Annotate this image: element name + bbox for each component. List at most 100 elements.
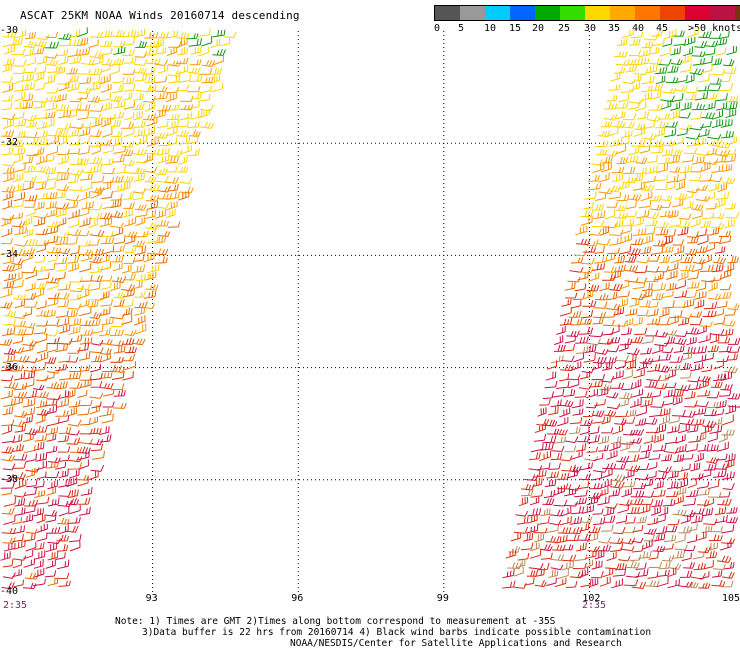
wind-barb xyxy=(2,160,16,167)
wind-barb xyxy=(679,570,693,578)
wind-barb xyxy=(516,516,529,525)
wind-barb xyxy=(669,355,684,363)
wind-barb xyxy=(591,471,603,481)
wind-barb xyxy=(134,301,148,309)
wind-barb xyxy=(145,41,159,48)
wind-barb xyxy=(660,95,675,102)
wind-barb xyxy=(534,470,547,478)
wind-barb xyxy=(621,369,633,380)
wind-barb xyxy=(667,519,680,526)
wind-barb xyxy=(68,371,82,380)
latitude-label: -38 xyxy=(0,473,19,485)
wind-barb xyxy=(122,140,135,148)
wind-barb xyxy=(689,218,701,228)
wind-barb xyxy=(547,428,560,435)
wind-barb xyxy=(35,391,50,399)
wind-barb xyxy=(566,374,581,381)
wind-barb xyxy=(629,38,641,46)
wind-barb xyxy=(0,130,15,137)
wind-barb xyxy=(651,292,664,300)
wind-barb xyxy=(648,551,659,560)
wind-barb xyxy=(518,496,529,507)
wind-barb xyxy=(507,562,522,569)
wind-barb xyxy=(100,63,111,73)
wind-barb xyxy=(44,166,57,175)
wind-barb xyxy=(606,94,618,102)
wind-barb xyxy=(560,505,572,517)
wind-barb xyxy=(1,507,15,515)
latitude-label: -30 xyxy=(0,25,19,36)
wind-barb xyxy=(631,428,645,436)
wind-barb xyxy=(11,397,23,406)
wind-barb xyxy=(619,245,632,255)
wind-barb xyxy=(604,209,615,220)
wind-barb xyxy=(0,138,14,146)
wind-barb xyxy=(723,67,737,75)
wind-barb xyxy=(615,562,627,571)
wind-barb xyxy=(78,191,91,202)
wind-barb xyxy=(58,355,71,363)
wind-barb xyxy=(727,346,740,353)
wind-barb xyxy=(593,516,606,526)
wind-barb xyxy=(718,235,732,245)
wind-barb xyxy=(122,36,136,46)
wind-barb xyxy=(712,109,724,120)
wind-barb xyxy=(672,396,683,406)
wind-barb xyxy=(549,519,562,526)
wind-barb xyxy=(12,153,23,164)
wind-barb xyxy=(691,508,705,515)
wind-barb xyxy=(23,66,37,74)
wind-barb xyxy=(707,134,722,140)
wind-barb xyxy=(24,194,38,202)
wind-barb xyxy=(69,335,83,343)
wind-barb xyxy=(699,468,712,479)
wind-barb xyxy=(649,408,663,418)
wind-barb xyxy=(619,546,635,552)
wind-barb xyxy=(580,371,591,380)
wind-barb xyxy=(45,513,57,523)
wind-barb xyxy=(35,452,48,462)
wind-barb xyxy=(643,434,656,444)
wind-barb xyxy=(569,417,583,425)
wind-barb xyxy=(654,423,667,434)
wind-barb xyxy=(552,436,567,444)
wind-barb xyxy=(132,338,146,346)
wind-barb xyxy=(707,176,723,183)
wind-barb xyxy=(35,181,47,190)
wind-barb xyxy=(122,288,135,298)
wind-barb xyxy=(709,274,722,282)
wind-barb xyxy=(721,524,735,534)
wind-barb xyxy=(66,388,76,399)
wind-barb xyxy=(609,480,625,489)
wind-barb xyxy=(58,505,70,517)
wind-barb xyxy=(574,390,588,398)
wind-barb xyxy=(58,580,71,587)
wind-barb xyxy=(694,291,707,300)
wind-barb xyxy=(530,489,544,498)
wind-barb xyxy=(621,487,632,498)
wind-barb xyxy=(23,300,38,308)
wind-barb xyxy=(25,149,40,157)
wind-barb xyxy=(102,245,115,255)
wind-barb xyxy=(596,238,611,246)
wind-barb xyxy=(145,271,157,281)
wind-barb xyxy=(14,299,25,309)
wind-barb xyxy=(647,571,659,579)
wind-barb xyxy=(154,248,169,256)
wind-barb xyxy=(557,527,572,534)
wind-barb xyxy=(598,544,612,552)
wind-barb xyxy=(625,465,641,472)
wind-barb xyxy=(718,432,728,443)
wind-barb xyxy=(695,185,708,191)
wind-barb xyxy=(121,148,134,157)
wind-barb xyxy=(46,337,60,345)
wind-barb xyxy=(614,264,626,273)
wind-barb xyxy=(579,523,590,532)
wind-barb xyxy=(713,462,729,470)
wind-barb xyxy=(610,71,621,82)
wind-barb xyxy=(68,419,82,427)
wind-barb xyxy=(683,545,696,552)
wind-barb xyxy=(617,37,628,47)
wind-barb xyxy=(36,352,49,363)
wind-barb xyxy=(724,453,736,463)
